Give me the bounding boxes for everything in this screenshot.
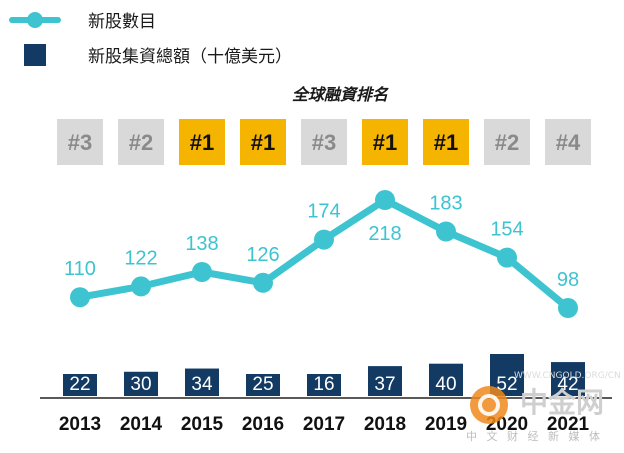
ranking-label: #1 [434,130,458,155]
x-tick-label: 2016 [242,414,284,435]
watermark-subtext: 中 文 财 经 新 媒 体 [466,429,603,443]
line-data-label: 218 [368,223,401,245]
bar-data-label: 40 [435,374,456,395]
ranking-box [118,119,164,165]
ranking-box [240,119,286,165]
bar [429,363,463,396]
ranking-box [362,119,408,165]
line-point [70,287,90,308]
x-axis-labels: 2013 2014 2015 2016 2017 2018 2019 2020 2021 [59,414,590,435]
line-point [192,262,212,282]
ranking-label: #1 [373,130,397,155]
x-tick-label: 2014 [120,414,163,435]
line-point [253,272,273,293]
ranking-box [301,119,347,165]
bar-data-label: 30 [130,374,151,395]
ipo-count-line: 110 122 138 126 174 218 183 154 98 [64,190,579,318]
ranking-label: #2 [129,130,153,155]
line-data-label: 98 [557,269,579,291]
bar [124,371,158,396]
ranking-label: #3 [312,130,336,155]
legend-bar-swatch [24,44,46,66]
bar [246,374,280,396]
ranking-box [423,119,469,165]
ranking-label: #4 [556,130,581,155]
bar-data-label: 16 [313,374,334,395]
line-point [375,190,395,210]
funds-raised-bars: 22 30 34 25 16 37 40 52 42 [63,354,585,396]
bar [307,374,341,396]
ranking-label: #1 [190,130,214,155]
line-point [558,298,578,318]
line-data-label: 110 [64,258,96,280]
line-data-label: 174 [307,201,340,223]
ranking-box [57,119,103,165]
line-point [314,229,334,250]
line-data-label: 154 [490,219,523,241]
bar-data-label: 22 [69,374,90,395]
ranking-box [545,119,591,165]
bar [63,374,97,396]
bar [368,366,402,396]
bar-data-label: 52 [496,374,517,395]
legend-bar-label: 新股集資總額（十億美元） [88,47,292,67]
line-data-label: 183 [429,193,462,215]
bar-data-label: 25 [252,374,273,395]
watermark-logo-icon [470,386,508,424]
line-data-label: 138 [185,233,218,255]
ranking-label: #1 [251,130,275,155]
legend: 新股數目 新股集資總額（十億美元） [9,12,292,67]
watermark-text: 中金网 [520,386,604,419]
bar-data-label: 37 [374,374,395,395]
ranking-label: #3 [68,130,92,155]
watermark: WWW.CNGOLD.ORG/CN 中金网 中 文 财 经 新 媒 体 [466,371,621,443]
bar [551,362,585,396]
x-tick-label: 2017 [303,414,345,435]
line-data-label: 122 [124,247,157,269]
bar-data-label: 42 [557,374,578,395]
line-data-label: 126 [246,244,279,266]
ranking-boxes: #3 #2 #1 #1 #3 #1 #1 #2 #4 [57,119,591,165]
x-tick-label: 2021 [547,414,590,435]
ranking-label: #2 [495,130,519,155]
bar [185,368,219,396]
ranking-subtitle: 全球融資排名 [292,85,389,104]
ranking-box [179,119,225,165]
line-point [497,247,517,268]
x-tick-label: 2019 [425,414,467,435]
watermark-url: WWW.CNGOLD.ORG/CN [514,371,621,381]
legend-line-label: 新股數目 [88,12,156,32]
line-point [131,276,151,297]
x-tick-label: 2018 [364,414,406,435]
line-point [436,221,456,242]
ranking-box [484,119,530,165]
bar-data-label: 34 [191,374,213,395]
legend-line-marker [9,12,61,28]
x-tick-label: 2015 [181,414,224,435]
x-tick-label: 2013 [59,414,101,435]
